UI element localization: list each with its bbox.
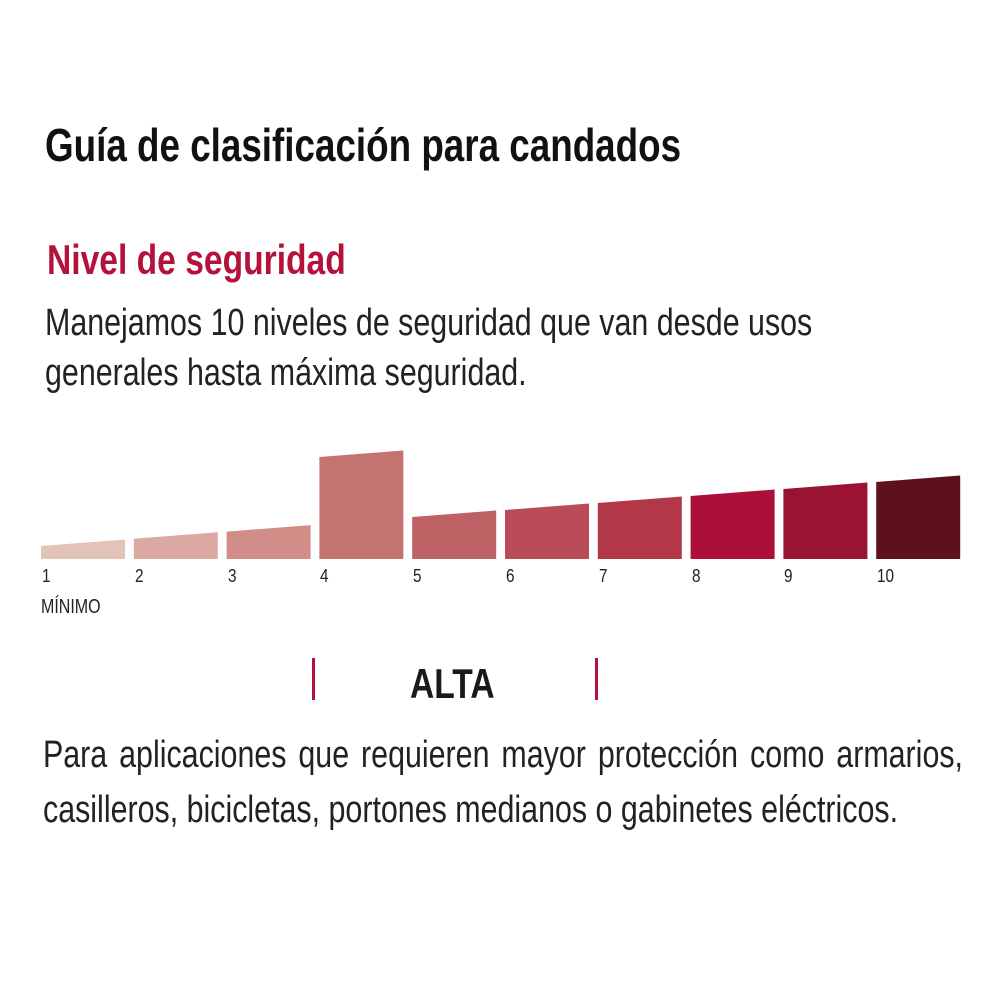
level-bar-10	[876, 475, 961, 559]
level-bar-1	[41, 539, 125, 559]
level-label: 5	[413, 566, 422, 586]
level-bar-9	[783, 482, 868, 559]
minimum-label: MÍNIMO	[41, 596, 101, 618]
level-label: 6	[506, 566, 515, 586]
level-label: 7	[598, 566, 608, 586]
page-title: Guía de clasificación para candados	[45, 119, 682, 171]
level-bar-8	[690, 489, 775, 559]
level-bar-4	[319, 450, 404, 559]
level-label: 1	[42, 566, 51, 586]
range-marker-left	[312, 658, 315, 700]
category-name: ALTA	[410, 660, 495, 707]
level-bar-5	[412, 510, 497, 559]
intro-line: generales hasta máxima seguridad.	[45, 352, 527, 394]
section-subtitle: Nivel de seguridad	[47, 236, 346, 283]
security-level-scale	[41, 450, 961, 559]
level-bar-7	[597, 496, 682, 559]
level-bar-3	[226, 525, 311, 559]
range-marker-right	[595, 658, 598, 700]
level-label: 4	[320, 566, 329, 586]
level-label: 10	[877, 566, 895, 586]
level-bar-6	[505, 503, 589, 559]
category-description: Para aplicaciones que requieren mayor pr…	[43, 734, 963, 831]
level-label: 2	[134, 566, 144, 586]
level-label: 8	[691, 566, 701, 586]
level-label: 3	[227, 566, 237, 586]
level-bar-2	[133, 532, 218, 559]
intro-text: Manejamos 10 niveles de seguridad que va…	[45, 298, 812, 398]
intro-line: Manejamos 10 niveles de seguridad que va…	[45, 302, 813, 344]
level-label: 9	[784, 566, 793, 586]
